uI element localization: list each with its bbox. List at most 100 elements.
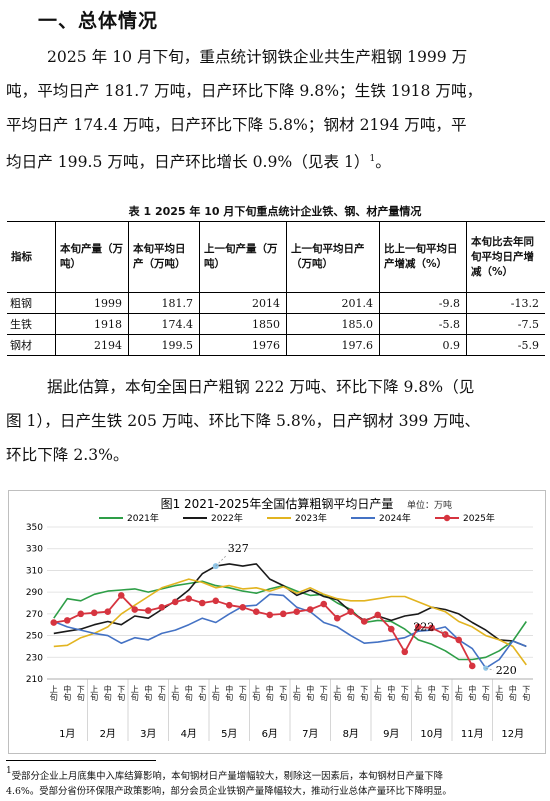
month-label: 9月: [383, 728, 399, 740]
series-line-2022年: [53, 563, 527, 648]
table-cell: 1850: [199, 313, 287, 335]
data-point: [77, 610, 85, 618]
month-label: 10月: [420, 728, 443, 740]
data-point: [360, 618, 368, 625]
intro-end: 。: [375, 153, 391, 171]
month-label: 3月: [140, 728, 156, 740]
series-line-2021年: [53, 580, 527, 661]
x-tick-label: 中旬: [184, 684, 193, 702]
table-cell: -5.8: [379, 313, 467, 335]
series-line-2025年: [53, 594, 474, 667]
x-tick-label: 中旬: [508, 684, 517, 702]
table-row: 粗钢 1999 181.7 2014 201.4 -9.8 -13.2: [7, 292, 545, 314]
table-cell: 2194: [55, 334, 129, 356]
x-tick-label: 上旬: [292, 685, 301, 702]
chart-unit: 单位：万吨: [407, 499, 452, 511]
table-row: 钢材 2194 199.5 1976 197.6 0.9 -5.9: [7, 334, 545, 356]
x-tick-label: 上旬: [454, 685, 463, 702]
footnote-line: 1受部分企业上月底集中入库结算影响，本旬钢材日产量增幅较大，剔除这一因素后，本旬…: [6, 764, 546, 784]
section-heading: 一、总体情况: [38, 10, 159, 32]
data-point: [198, 599, 206, 607]
month-label: 11月: [461, 728, 484, 740]
data-point: [401, 648, 409, 656]
data-point: [293, 608, 301, 615]
x-tick-label: 下旬: [76, 685, 85, 702]
x-tick-label: 中旬: [144, 684, 153, 702]
data-point: [131, 606, 139, 613]
chart-title: 图1 2021-2025年全国估算粗钢平均日产量: [161, 496, 394, 511]
footnote-line: 4.6%。受部分省份环保限产政策影响，部分会员企业铁钢产量降幅较大，推动行业总体…: [6, 786, 452, 797]
month-label: 4月: [181, 728, 197, 740]
x-tick-label: 下旬: [238, 685, 247, 702]
month-label: 8月: [343, 728, 359, 740]
data-point: [320, 600, 328, 608]
production-table: 指标 本旬产量（万吨） 本旬平均日产（万吨） 上一旬产量（万吨） 上一旬平均日产…: [7, 221, 545, 356]
header-previous-output: 上一旬产量（万吨）: [199, 221, 287, 293]
data-point: [144, 607, 152, 614]
data-point: [185, 595, 193, 602]
x-tick-label: 上旬: [414, 685, 423, 702]
estimate-line: 据此估算，本旬全国日产粗钢 222 万吨、环比下降 9.8%（见: [47, 378, 475, 396]
table-cell: 1976: [199, 334, 287, 356]
table-cell: 199.5: [128, 334, 200, 356]
data-point: [239, 604, 247, 611]
x-tick-label: 中旬: [427, 684, 436, 702]
footnote-text: 受部分企业上月底集中入库结算影响，本旬钢材日产量增幅较大，剔除这一因素后，本旬钢…: [11, 771, 443, 782]
intro-paragraph: 2025 年 10 月下旬，重点统计钢铁企业共生产粗钢 1999 万 吨，平均日…: [0, 40, 550, 179]
data-point: [266, 611, 274, 619]
data-point: [117, 592, 125, 599]
legend-label: 2022年: [211, 512, 243, 524]
table-cell: 201.4: [286, 292, 380, 314]
month-label: 5月: [221, 728, 237, 740]
x-tick-label: 中旬: [387, 684, 396, 702]
table-cell: 1918: [55, 313, 129, 335]
legend-marker: [443, 514, 451, 522]
data-point: [428, 624, 436, 632]
data-point: [171, 598, 179, 606]
x-tick-label: 上旬: [49, 685, 58, 702]
data-point: [225, 601, 233, 609]
intro-line-text: 均日产 199.5 万吨，日产环比增长 0.9%（见表 1）: [6, 153, 370, 171]
x-tick-label: 下旬: [522, 685, 531, 702]
annotation-leader: [485, 667, 494, 671]
x-tick-label: 上旬: [211, 685, 220, 702]
x-tick-label: 下旬: [279, 685, 288, 702]
intro-line: 均日产 199.5 万吨，日产环比增长 0.9%（见表 1）1。: [0, 142, 550, 179]
y-tick-label: 270: [26, 610, 43, 620]
x-tick-label: 中旬: [225, 684, 234, 702]
data-point: [279, 610, 287, 618]
footnote-separator: [6, 760, 156, 761]
cell-indicator: 粗钢: [7, 292, 56, 314]
annotation-label: 220: [496, 664, 517, 677]
header-previous-daily: 上一旬平均日产（万吨）: [286, 221, 380, 293]
table-cell: -7.5: [466, 313, 545, 335]
x-tick-label: 下旬: [441, 685, 450, 702]
data-point: [455, 636, 463, 644]
data-point: [306, 606, 314, 613]
month-label: 12月: [501, 728, 524, 740]
table-cell: 181.7: [128, 292, 200, 314]
table-cell: -5.9: [466, 334, 545, 356]
table-cell: 1999: [55, 292, 129, 314]
header-current-output: 本旬产量（万吨）: [55, 221, 129, 293]
x-tick-label: 中旬: [346, 684, 355, 702]
annotation-label: 327: [228, 542, 249, 555]
y-tick-label: 290: [26, 588, 43, 598]
legend-label: 2023年: [295, 512, 327, 524]
data-point: [158, 604, 166, 611]
x-tick-label: 下旬: [117, 685, 126, 702]
footnote: 1受部分企业上月底集中入库结算影响，本旬钢材日产量增幅较大，剔除这一因素后，本旬…: [6, 764, 546, 799]
x-tick-label: 中旬: [265, 684, 274, 702]
x-tick-label: 上旬: [130, 685, 139, 702]
data-point: [252, 608, 260, 615]
y-tick-label: 330: [26, 545, 43, 555]
y-tick-label: 310: [26, 566, 43, 576]
footnote-ref: 1: [369, 154, 376, 164]
legend-label: 2025年: [463, 512, 495, 524]
legend-label: 2024年: [379, 512, 411, 524]
table-row: 生铁 1918 174.4 1850 185.0 -5.8 -7.5: [7, 313, 545, 335]
table-cell: 0.9: [379, 334, 467, 356]
header-yoy-change: 本旬比去年同旬平均日产增减（%）: [466, 221, 545, 293]
annotation-leader: [438, 628, 446, 635]
y-tick-label: 210: [26, 675, 43, 685]
